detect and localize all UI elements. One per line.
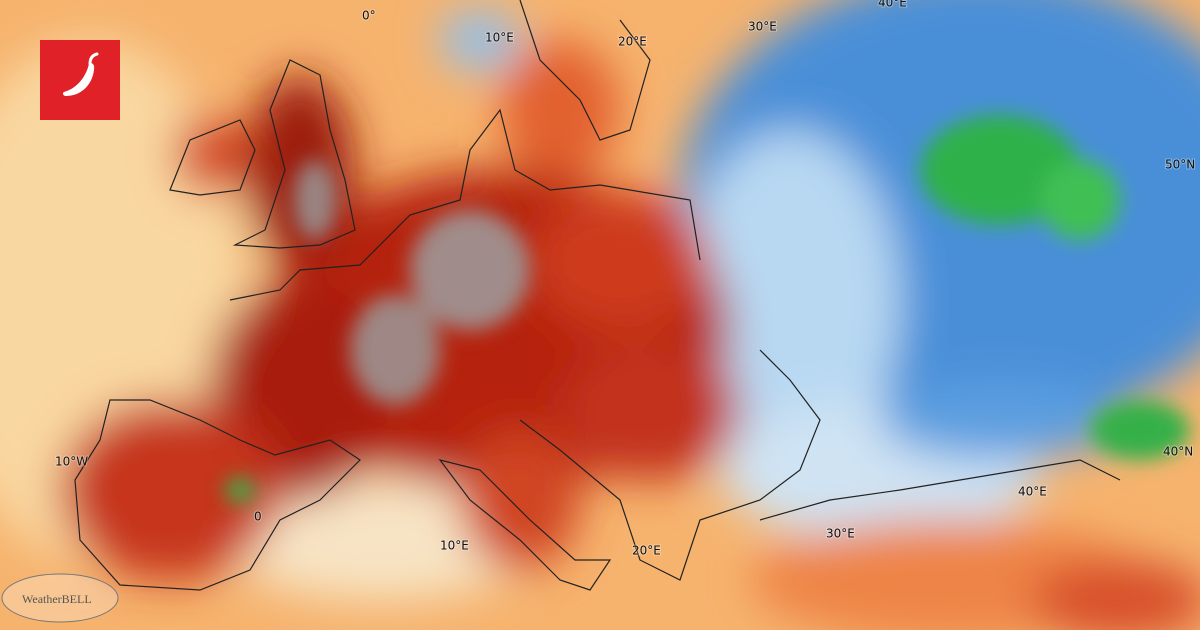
great-britain bbox=[232, 59, 356, 249]
meridian-label: 10°E bbox=[440, 539, 469, 553]
meridian-label: 0° bbox=[362, 9, 376, 23]
logo-square bbox=[40, 40, 120, 120]
black-sea bbox=[759, 459, 1121, 521]
balkans bbox=[519, 349, 821, 581]
parallel-label: 40°N bbox=[1163, 445, 1193, 459]
logo bbox=[40, 40, 120, 120]
watermark: WeatherBELL bbox=[1, 573, 119, 623]
meridian-label: 40°E bbox=[1018, 485, 1047, 499]
extreme-zones bbox=[225, 115, 1190, 502]
map-labels: 0° 10°E 20°E 30°E 40°E 50°N 40°N 10°W 0 … bbox=[54, 0, 1196, 559]
italy bbox=[438, 459, 612, 591]
coastlines bbox=[74, 0, 1121, 591]
meridian-label: 30°E bbox=[748, 20, 777, 34]
ireland bbox=[169, 119, 256, 196]
parallel-label: 50°N bbox=[1165, 158, 1195, 172]
meridian-label: 40°E bbox=[878, 0, 907, 10]
meridian-label: 20°E bbox=[632, 544, 661, 558]
meridian-label: 10°E bbox=[485, 31, 514, 45]
north-coast bbox=[229, 108, 701, 301]
meridian-label: 10°W bbox=[55, 455, 88, 469]
meridian-label: 20°E bbox=[618, 35, 647, 49]
meridian-label: 30°E bbox=[826, 527, 855, 541]
chili-stem bbox=[88, 52, 99, 66]
scandinavia bbox=[519, 0, 651, 141]
watermark-badge bbox=[1, 573, 119, 623]
meridian-label: 0 bbox=[254, 510, 262, 524]
chili-icon bbox=[62, 63, 95, 96]
watermark-text: WeatherBELL bbox=[22, 592, 92, 606]
iberia bbox=[74, 399, 361, 591]
